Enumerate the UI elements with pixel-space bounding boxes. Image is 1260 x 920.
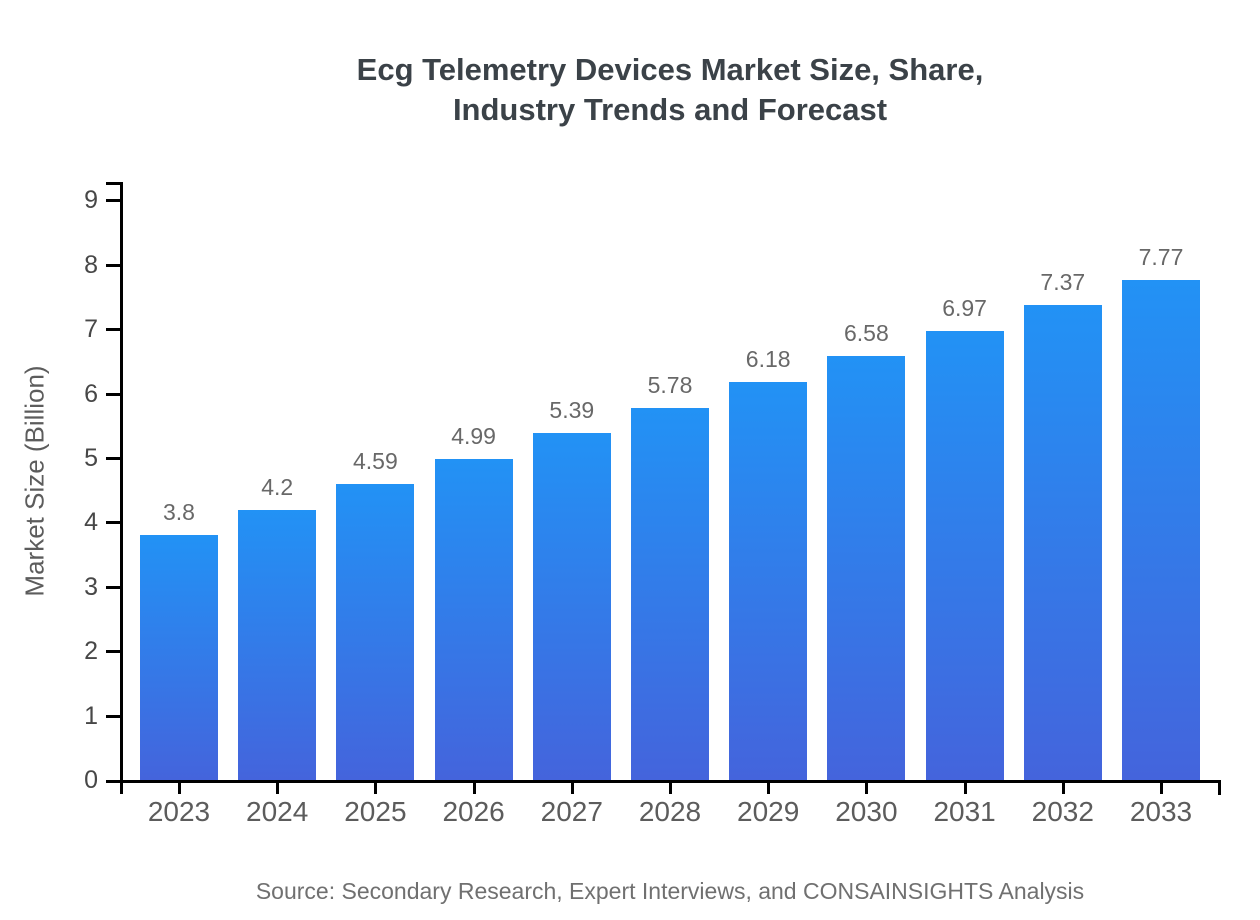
- x-tick: [178, 783, 181, 794]
- bar-value-label: 5.78: [647, 371, 693, 398]
- bar-value-label: 3.8: [163, 499, 195, 526]
- x-tick-label: 2033: [1129, 796, 1193, 827]
- bar-value-label: 7.77: [1138, 243, 1184, 270]
- y-tick-label: 6: [84, 379, 98, 408]
- x-tick: [963, 783, 967, 794]
- y-tick-label: 5: [84, 444, 98, 472]
- bar-value-label: 6.97: [942, 295, 987, 322]
- y-tick: [106, 585, 120, 589]
- bar-2030: [827, 356, 906, 780]
- x-tick: [669, 783, 672, 794]
- y-tick: [106, 392, 120, 396]
- x-tick: [865, 783, 869, 794]
- bar-2028: [631, 407, 709, 780]
- bar-value-label: 6.18: [745, 346, 791, 372]
- bar-value-label: 5.39: [549, 396, 595, 423]
- bar-2029: [729, 382, 808, 780]
- y-axis-spine: [120, 182, 123, 794]
- y-tick-label: 2: [84, 637, 98, 666]
- x-tick-label: 2023: [147, 796, 211, 827]
- x-tick-label: 2025: [344, 796, 407, 827]
- x-tick-label: 2024: [246, 796, 309, 827]
- bar-2026: [434, 458, 513, 780]
- y-tick: [106, 328, 120, 332]
- x-tick-label: 2028: [638, 796, 702, 827]
- y-tick-label: 7: [84, 315, 98, 344]
- y-tick-label: 1: [84, 701, 98, 730]
- y-tick: [106, 199, 120, 203]
- x-tick-label: 2029: [737, 796, 800, 827]
- x-axis-spine: [106, 780, 1221, 783]
- bar-value-label: 4.59: [353, 448, 398, 475]
- x-tick: [1160, 783, 1163, 794]
- y-tick: [106, 263, 120, 267]
- bar-2031: [925, 331, 1004, 780]
- y-tick: [106, 521, 120, 525]
- y-tick-label: 0: [84, 766, 98, 794]
- source-note: Source: Secondary Research, Expert Inter…: [255, 878, 1085, 904]
- bar-value-label: 4.2: [261, 473, 294, 500]
- y-tick: [106, 650, 120, 654]
- bar-2024: [238, 509, 317, 780]
- bar-2033: [1122, 279, 1200, 780]
- y-tick-label: 8: [84, 250, 98, 279]
- x-tick: [472, 783, 476, 794]
- y-tick: [106, 457, 120, 460]
- y-tick-label: 3: [84, 572, 98, 601]
- y-tick-label: 4: [84, 508, 98, 537]
- bar-value-label: 7.37: [1040, 269, 1086, 296]
- bar-2023: [140, 535, 218, 780]
- x-tick-label: 2032: [1031, 796, 1094, 827]
- x-tick-label: 2027: [540, 796, 603, 827]
- bar-2027: [532, 432, 611, 780]
- x-tick-label: 2026: [442, 796, 505, 827]
- x-tick-label: 2030: [835, 796, 898, 827]
- x-tick: [276, 783, 280, 794]
- bar-value-label: 4.99: [451, 422, 496, 449]
- bar-2025: [336, 484, 415, 780]
- x-tick: [1061, 783, 1065, 794]
- x-axis-end-cap: [1218, 780, 1221, 795]
- x-tick: [767, 783, 771, 794]
- chart-title: Ecg Telemetry Devices Market Size, Share…: [356, 52, 984, 127]
- y-axis-top-cap: [106, 182, 123, 185]
- x-tick-label: 2031: [933, 796, 996, 827]
- bar-2032: [1023, 305, 1102, 780]
- x-tick: [570, 783, 574, 794]
- y-tick-label: 9: [84, 186, 98, 215]
- x-tick: [374, 783, 378, 794]
- y-tick: [106, 714, 120, 718]
- bar-value-label: 6.58: [844, 320, 889, 347]
